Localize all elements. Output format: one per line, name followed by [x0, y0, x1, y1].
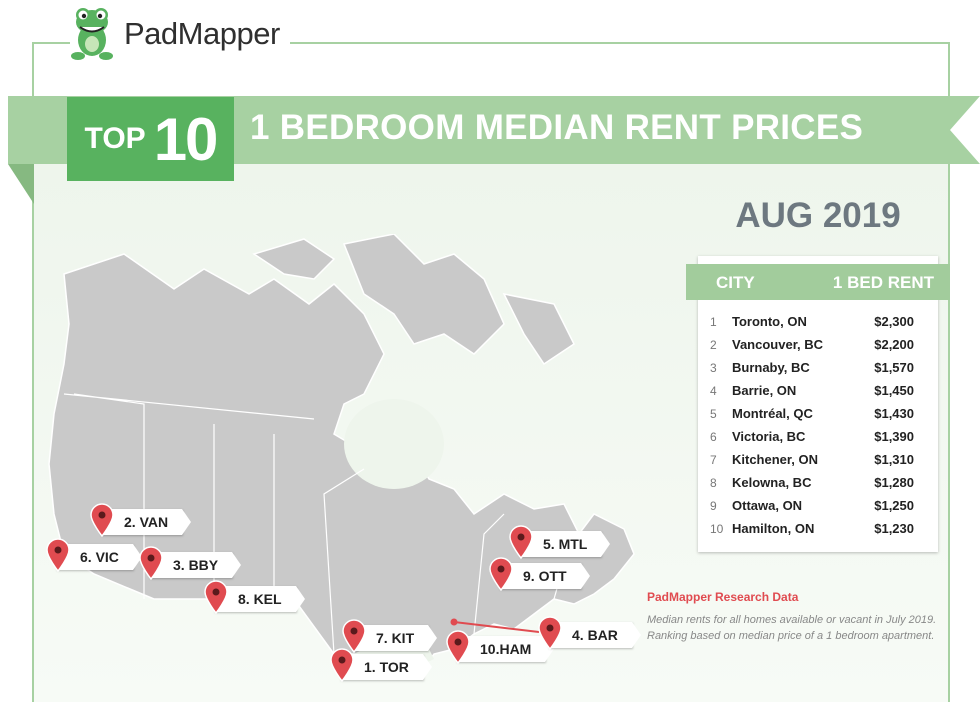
table-row: 4 Barrie, ON $1,450 — [698, 381, 938, 403]
top10-badge: TOP 10 — [67, 97, 234, 181]
map-pin-icon[interactable] — [204, 580, 228, 619]
row-rank: 2 — [710, 338, 717, 352]
table-row: 6 Victoria, BC $1,390 — [698, 427, 938, 449]
map-pin-icon[interactable] — [139, 546, 163, 585]
map-pin-icon[interactable] — [342, 619, 366, 658]
map-pin-icon[interactable] — [538, 616, 562, 655]
table-row: 3 Burnaby, BC $1,570 — [698, 358, 938, 380]
row-rent: $1,390 — [874, 429, 914, 444]
row-rent: $1,570 — [874, 360, 914, 375]
row-city: Montréal, QC — [732, 406, 813, 421]
row-rank: 3 — [710, 361, 717, 375]
pin-label: 9. OTT — [499, 563, 590, 589]
row-rank: 1 — [710, 315, 717, 329]
map-pin-icon[interactable] — [509, 525, 533, 564]
banner-title: 1 BEDROOM MEDIAN RENT PRICES — [250, 108, 864, 147]
row-city: Hamilton, ON — [732, 521, 815, 536]
row-rank: 7 — [710, 453, 717, 467]
row-rank: 10 — [710, 522, 724, 536]
ham-marker-dot — [450, 618, 458, 626]
row-rent: $1,310 — [874, 452, 914, 467]
row-rent: $1,230 — [874, 521, 914, 536]
rent-table: 1 Toronto, ON $2,300 2 Vancouver, BC $2,200 3 B… — [698, 256, 938, 552]
pin-label: 3. BBY — [149, 552, 242, 578]
row-city: Ottawa, ON — [732, 498, 803, 513]
map-pin-icon[interactable] — [90, 503, 114, 542]
table-header: CITY 1 BED RENT — [686, 264, 950, 300]
row-rank: 4 — [710, 384, 717, 398]
pin-label: 4. BAR — [548, 622, 641, 648]
title-ribbon — [8, 96, 980, 204]
row-rent: $2,200 — [874, 337, 914, 352]
table-row: 2 Vancouver, BC $2,200 — [698, 335, 938, 357]
row-rent: $1,250 — [874, 498, 914, 513]
header-rent: 1 BED RENT — [832, 273, 934, 292]
pin-label: 5. MTL — [519, 531, 611, 557]
note-title: PadMapper Research Data — [647, 590, 799, 604]
table-row: 5 Montréal, QC $1,430 — [698, 404, 938, 426]
header-city: CITY — [716, 273, 755, 292]
period-label: AUG 2019 — [735, 196, 901, 235]
map-pin-icon[interactable] — [489, 557, 513, 596]
map-pin-icon[interactable] — [46, 538, 70, 577]
row-rent: $2,300 — [874, 314, 914, 329]
table-row: 1 Toronto, ON $2,300 — [698, 312, 938, 334]
brand-name: PadMapper — [124, 16, 280, 51]
table-row: 7 Kitchener, ON $1,310 — [698, 450, 938, 472]
padmapper-logo: PadMapper — [70, 4, 290, 64]
top-number: 10 — [153, 105, 219, 173]
row-rank: 9 — [710, 499, 717, 513]
row-rent: $1,430 — [874, 406, 914, 421]
table-row: 10 Hamilton, ON $1,230 — [698, 519, 938, 541]
row-rent: $1,280 — [874, 475, 914, 490]
row-rent: $1,450 — [874, 383, 914, 398]
hudson-bay — [344, 399, 444, 489]
row-city: Victoria, BC — [732, 429, 806, 444]
pin-label: 1. TOR — [340, 654, 432, 680]
ham-bar-connector — [453, 621, 540, 633]
top-word: TOP — [84, 122, 146, 155]
frog-logo-icon — [71, 8, 113, 60]
row-city: Kelowna, BC — [732, 475, 812, 490]
note-body: Median rents for all homes available or … — [647, 614, 937, 642]
table-row: 8 Kelowna, BC $1,280 — [698, 473, 938, 495]
table-row: 9 Ottawa, ON $1,250 — [698, 496, 938, 518]
row-rank: 5 — [710, 407, 717, 421]
map-pin-icon[interactable] — [446, 630, 470, 669]
row-city: Vancouver, BC — [732, 337, 824, 352]
row-rank: 8 — [710, 476, 717, 490]
pin-label: 2. VAN — [100, 509, 192, 535]
row-rank: 6 — [710, 430, 717, 444]
row-city: Kitchener, ON — [732, 452, 818, 467]
arctic-islands — [252, 234, 575, 366]
row-city: Barrie, ON — [732, 383, 797, 398]
row-city: Toronto, ON — [732, 314, 807, 329]
map-pin-icon[interactable] — [330, 648, 354, 687]
frame-border — [32, 42, 950, 702]
province-borders — [63, 393, 565, 655]
row-city: Burnaby, BC — [732, 360, 810, 375]
